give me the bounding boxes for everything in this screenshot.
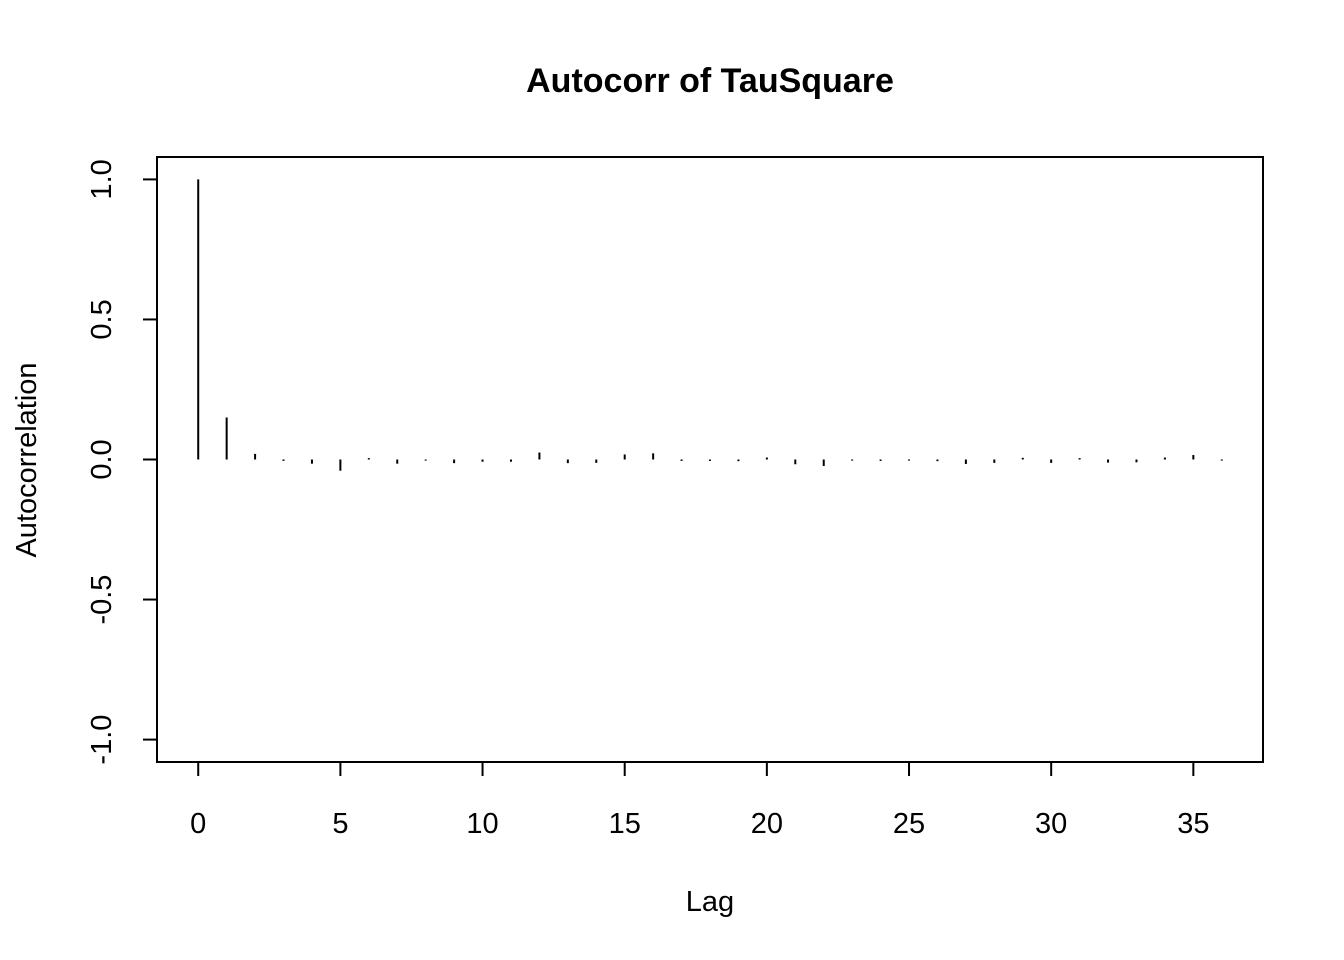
- y-axis: -1.0 -0.5 0.0 0.5 1.0: [86, 159, 158, 765]
- x-tick-label: 25: [893, 808, 925, 840]
- y-axis-label: Autocorrelation: [11, 362, 43, 557]
- x-tick-label: 30: [1035, 808, 1067, 840]
- x-tick-label: 35: [1177, 808, 1209, 840]
- y-tick-label: 1.0: [86, 159, 118, 199]
- y-tick-label: 0.0: [86, 439, 118, 479]
- x-axis-label: Lag: [686, 886, 734, 918]
- x-tick-label: 5: [332, 808, 348, 840]
- acf-bars: [197, 179, 1223, 471]
- x-tick-label: 0: [190, 808, 206, 840]
- y-tick-label: -0.5: [86, 575, 118, 625]
- x-tick-label: 10: [466, 808, 498, 840]
- y-tick-label: 0.5: [86, 299, 118, 339]
- x-tick-label: 20: [751, 808, 783, 840]
- chart-title: Autocorr of TauSquare: [526, 62, 894, 100]
- x-axis: 0 5 10 15 20 25 30 35: [190, 761, 1209, 840]
- x-tick-label: 15: [609, 808, 641, 840]
- y-tick-label: -1.0: [86, 715, 118, 765]
